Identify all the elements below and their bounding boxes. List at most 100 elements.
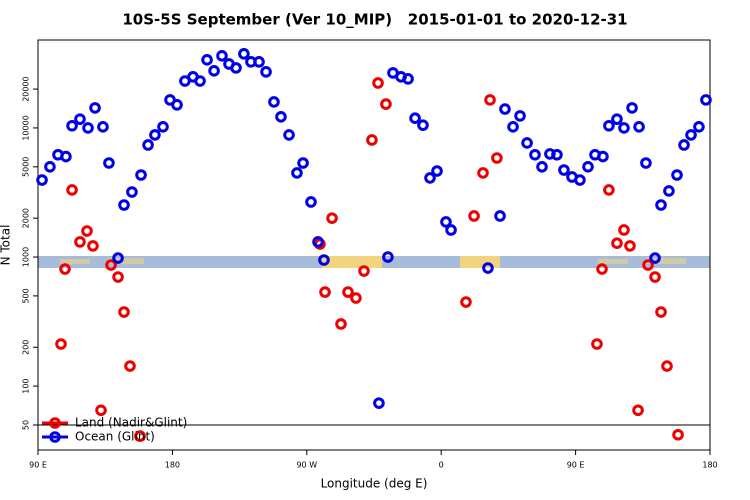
point — [335, 318, 347, 330]
point — [201, 54, 213, 66]
point — [507, 121, 519, 133]
point — [477, 167, 489, 179]
point — [142, 139, 154, 151]
point — [611, 237, 623, 249]
legend-label: Land (Nadir&Glint) — [75, 416, 187, 430]
point — [74, 113, 86, 125]
point — [491, 152, 503, 164]
point — [74, 236, 86, 248]
point — [460, 296, 472, 308]
point — [640, 157, 652, 169]
point — [135, 169, 147, 181]
land-strip — [322, 256, 382, 268]
point — [103, 157, 115, 169]
y-tick-label: 10000 — [22, 115, 31, 140]
point — [484, 94, 496, 106]
point — [618, 122, 630, 134]
y-tick-label: 20000 — [22, 76, 31, 101]
point — [326, 212, 338, 224]
point — [59, 263, 71, 275]
point — [417, 119, 429, 132]
point — [529, 148, 541, 161]
y-tick-label: 1000 — [22, 247, 31, 267]
point — [81, 225, 93, 237]
plot-frame — [37, 39, 711, 451]
point — [642, 259, 654, 271]
point — [112, 252, 124, 264]
point — [105, 259, 117, 271]
land-strip — [60, 259, 90, 264]
point — [194, 75, 206, 87]
point — [693, 121, 705, 133]
y-tick-label: 50 — [22, 420, 31, 430]
point — [350, 292, 362, 304]
point — [60, 150, 72, 163]
point — [409, 112, 421, 124]
legend-marker — [49, 431, 61, 443]
point — [208, 65, 220, 77]
point — [36, 174, 48, 186]
legend-label: Ocean (Glint) — [75, 430, 155, 444]
point — [582, 161, 594, 173]
point — [402, 73, 414, 85]
x-tick-label: 180 — [165, 461, 180, 470]
point — [678, 139, 690, 151]
point — [118, 199, 130, 211]
point — [618, 224, 630, 236]
point — [671, 169, 683, 181]
point — [591, 338, 603, 350]
legend-marker — [49, 417, 61, 429]
point — [342, 286, 354, 298]
point — [632, 404, 644, 417]
x-tick-label: 180 — [702, 461, 717, 470]
point — [499, 103, 511, 115]
point — [624, 240, 636, 252]
point — [603, 119, 615, 132]
x-tick-label: 0 — [439, 461, 444, 470]
point — [649, 271, 661, 283]
point — [66, 184, 78, 196]
point — [268, 96, 280, 108]
point — [97, 121, 109, 133]
point — [126, 186, 138, 198]
point — [633, 121, 645, 133]
point — [216, 50, 228, 62]
point — [672, 428, 684, 441]
y-tick-label: 100 — [22, 378, 31, 393]
legend: Land (Nadir&Glint)Ocean (Glint) — [42, 416, 187, 444]
point — [44, 161, 56, 173]
x-tick-label: 90 W — [296, 461, 317, 470]
point — [558, 164, 570, 176]
y-tick-label: 5000 — [22, 157, 31, 177]
point — [424, 172, 436, 184]
land-strip — [598, 259, 628, 264]
point — [382, 251, 394, 263]
point — [373, 397, 385, 409]
point — [318, 254, 330, 266]
point — [597, 150, 609, 163]
land-strip — [108, 258, 144, 264]
y-axis-label: N Total — [0, 225, 13, 266]
point — [440, 216, 452, 228]
point — [603, 184, 615, 196]
point — [275, 110, 287, 123]
map-strip — [38, 256, 710, 268]
point — [655, 306, 667, 318]
point — [700, 94, 712, 106]
point — [574, 174, 586, 186]
point — [157, 121, 169, 133]
point — [649, 252, 661, 264]
point — [468, 210, 480, 222]
point — [89, 102, 101, 114]
point — [95, 404, 107, 417]
land-strip — [646, 258, 686, 264]
point — [297, 157, 309, 169]
point — [149, 129, 161, 141]
point — [319, 286, 331, 298]
point — [118, 306, 130, 318]
point — [626, 102, 638, 114]
point — [87, 240, 99, 252]
point — [431, 165, 443, 177]
point — [514, 110, 526, 122]
y-tick-label: 500 — [22, 288, 31, 303]
